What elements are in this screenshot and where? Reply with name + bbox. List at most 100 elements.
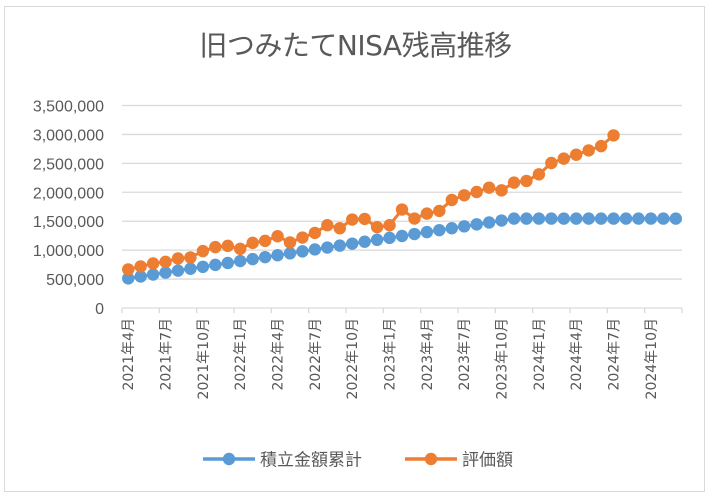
legend-label: 評価額 bbox=[462, 451, 513, 471]
data-point bbox=[470, 185, 483, 199]
x-tick-label: 2024年4月 bbox=[569, 318, 585, 391]
y-tick-label: 3,500,000 bbox=[33, 99, 104, 116]
x-tick-label: 2024年10月 bbox=[644, 318, 660, 399]
data-point bbox=[308, 243, 322, 256]
data-point bbox=[296, 231, 309, 244]
x-tick-label: 2022年10月 bbox=[345, 318, 361, 399]
data-point bbox=[296, 245, 309, 258]
data-point bbox=[495, 214, 508, 227]
series-valuation bbox=[122, 129, 620, 276]
data-point bbox=[383, 231, 396, 245]
plot-series bbox=[122, 129, 682, 285]
data-point bbox=[159, 266, 172, 279]
data-point bbox=[594, 139, 608, 153]
data-point bbox=[495, 184, 508, 197]
data-point bbox=[171, 252, 185, 265]
data-point bbox=[520, 212, 533, 225]
data-point bbox=[346, 237, 359, 250]
data-point bbox=[122, 272, 135, 285]
data-point bbox=[470, 218, 483, 231]
data-point bbox=[321, 241, 334, 254]
data-point bbox=[482, 181, 496, 194]
data-point bbox=[308, 226, 322, 240]
data-point bbox=[321, 219, 334, 232]
data-point bbox=[271, 249, 284, 262]
y-tick-label: 2,500,000 bbox=[33, 156, 104, 173]
data-point bbox=[445, 222, 458, 235]
data-point bbox=[234, 254, 247, 268]
data-point bbox=[221, 256, 234, 270]
data-point bbox=[570, 212, 583, 225]
legend: 積立金額累計 評価額 bbox=[203, 451, 513, 471]
series-cumulative bbox=[122, 212, 682, 285]
data-point bbox=[669, 212, 682, 225]
data-point bbox=[221, 239, 234, 253]
data-point bbox=[557, 212, 570, 225]
data-point bbox=[395, 203, 409, 216]
data-point bbox=[433, 204, 446, 218]
data-point bbox=[582, 212, 595, 225]
data-point bbox=[557, 152, 570, 165]
data-point bbox=[458, 220, 471, 233]
x-tick-label: 2023年1月 bbox=[383, 318, 399, 391]
x-tick-label: 2022年1月 bbox=[233, 318, 249, 391]
data-point bbox=[184, 251, 197, 264]
data-point bbox=[545, 212, 558, 225]
data-point bbox=[258, 250, 272, 264]
y-tick-label: 1,000,000 bbox=[33, 243, 104, 260]
data-point bbox=[358, 212, 371, 226]
x-tick-label: 2024年7月 bbox=[607, 318, 623, 391]
y-tick-label: 500,000 bbox=[46, 272, 104, 289]
data-point bbox=[258, 234, 272, 248]
data-point bbox=[209, 240, 222, 254]
data-point bbox=[196, 260, 210, 274]
data-point bbox=[159, 255, 172, 269]
y-axis: 0 500,000 1,000,000 1,500,000 2,000,000 2,500… bbox=[33, 99, 104, 319]
data-point bbox=[184, 262, 197, 275]
x-tick-label: 2023年7月 bbox=[457, 318, 473, 391]
data-point bbox=[333, 239, 346, 252]
data-point bbox=[607, 212, 620, 225]
series-line bbox=[127, 134, 615, 271]
data-point bbox=[122, 263, 135, 276]
y-tick-label: 0 bbox=[95, 301, 104, 318]
data-point bbox=[246, 236, 259, 250]
x-tick-label: 2021年10月 bbox=[196, 318, 212, 399]
data-point bbox=[346, 213, 359, 226]
data-point bbox=[619, 212, 633, 225]
data-point bbox=[134, 270, 147, 283]
data-point bbox=[271, 229, 284, 243]
data-point bbox=[433, 223, 446, 237]
data-point bbox=[632, 212, 645, 225]
data-point bbox=[507, 176, 521, 189]
x-axis: 2021年4月 2021年7月 2021年10月 2022年1月 2022年4月 2022… bbox=[121, 307, 683, 399]
data-point bbox=[134, 260, 147, 273]
x-tick-label: 2022年4月 bbox=[271, 318, 287, 391]
x-tick-label: 2023年4月 bbox=[420, 318, 436, 391]
legend-item: 積立金額累計 bbox=[203, 451, 362, 471]
y-tick-label: 2,000,000 bbox=[33, 185, 104, 202]
data-point bbox=[408, 212, 421, 225]
data-point bbox=[607, 129, 620, 142]
data-point bbox=[420, 225, 434, 239]
data-point bbox=[358, 235, 371, 248]
data-point bbox=[644, 212, 658, 225]
data-point bbox=[532, 168, 546, 181]
data-point bbox=[657, 212, 670, 225]
data-point bbox=[283, 247, 297, 260]
y-tick-label: 3,000,000 bbox=[33, 127, 104, 144]
data-point bbox=[283, 236, 297, 249]
data-point bbox=[333, 222, 346, 235]
chart-title: 旧つみたてNISA残高推移 bbox=[199, 29, 512, 62]
data-point bbox=[582, 144, 595, 157]
data-point bbox=[370, 220, 384, 234]
data-point bbox=[395, 229, 409, 243]
legend-marker bbox=[424, 452, 438, 466]
x-tick-label: 2024年1月 bbox=[532, 318, 548, 391]
legend-label: 積立金額累計 bbox=[260, 451, 362, 471]
x-tick-label: 2021年4月 bbox=[121, 318, 137, 391]
data-point bbox=[171, 264, 185, 277]
data-point bbox=[570, 148, 583, 161]
data-point bbox=[507, 212, 521, 225]
